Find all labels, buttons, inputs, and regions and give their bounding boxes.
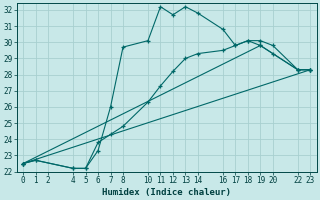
X-axis label: Humidex (Indice chaleur): Humidex (Indice chaleur): [102, 188, 231, 197]
